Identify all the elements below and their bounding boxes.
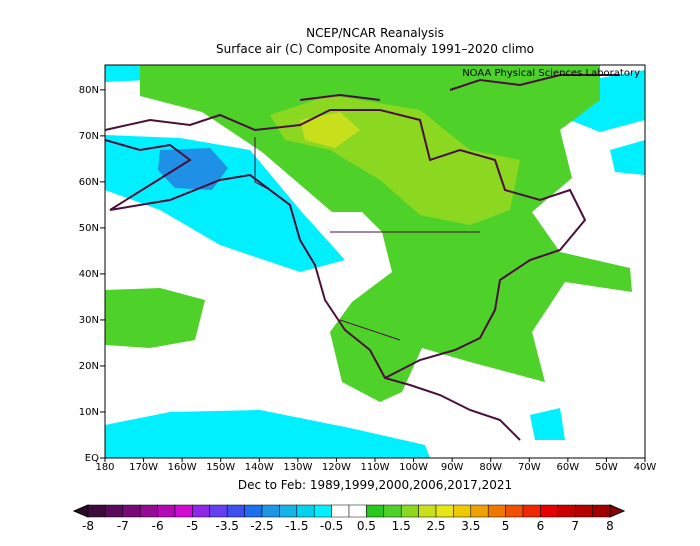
yellow-region — [300, 112, 360, 148]
colorbar-swatch — [470, 504, 489, 518]
colorbar-label: 8 — [606, 519, 614, 533]
lon-label: 90W — [441, 462, 464, 473]
colorbar-swatch — [87, 504, 106, 518]
lat-label: EQ — [85, 453, 99, 464]
lon-label: 160W — [168, 462, 197, 473]
colorbar-end — [72, 504, 89, 518]
lat-label: 30N — [79, 315, 99, 326]
lat-label: 20N — [79, 361, 99, 372]
colorbar-swatch — [366, 504, 385, 518]
colorbar-swatch — [400, 504, 419, 518]
colorbar-swatch — [192, 504, 211, 518]
colorbar-swatch — [122, 504, 141, 518]
colorbar-label: -0.5 — [320, 519, 343, 533]
colorbar: -8 -7 -6 -5 -3.5 -2.5 -1.5 -0.5 0.5 1.5 2.5 3.5 5 6 7 8 — [72, 504, 626, 533]
lon-label: 70W — [518, 462, 541, 473]
lat-label: 40N — [79, 269, 99, 280]
colorbar-swatch — [540, 504, 559, 518]
colorbar-swatch — [557, 504, 576, 518]
colorbar-label: 5 — [502, 519, 510, 533]
subtitle: Surface air (C) Composite Anomaly 1991–2… — [216, 42, 534, 56]
lon-label: 150W — [206, 462, 235, 473]
colorbar-label: -1.5 — [285, 519, 308, 533]
colorbar-swatch — [505, 504, 524, 518]
colorbar-label: -7 — [117, 519, 129, 533]
colorbar-label: -2.5 — [250, 519, 273, 533]
colorbar-label: -6 — [152, 519, 164, 533]
colorbar-swatch — [331, 504, 350, 518]
colorbar-swatch — [592, 504, 611, 518]
colorbar-end — [609, 504, 626, 518]
attribution: NOAA Physical Sciences Laboratory — [462, 68, 640, 79]
colorbar-label: 3.5 — [461, 519, 480, 533]
colorbar-swatch — [174, 504, 193, 518]
colorbar-swatch — [487, 504, 506, 518]
colorbar-swatch — [139, 504, 158, 518]
caption: Dec to Feb: 1989,1999,2000,2006,2017,202… — [238, 478, 512, 492]
colorbar-swatch — [348, 504, 367, 518]
lon-label: 140W — [245, 462, 274, 473]
lon-label: 40W — [634, 462, 657, 473]
lat-label: 50N — [79, 223, 99, 234]
green-region — [140, 65, 632, 402]
colorbar-label: -8 — [82, 519, 94, 533]
lon-label: 100W — [399, 462, 428, 473]
lon-label: 50W — [595, 462, 618, 473]
colorbar-swatch — [522, 504, 541, 518]
blue-region — [158, 148, 228, 190]
lon-label: 180 — [95, 462, 114, 473]
colorbar-label: -5 — [186, 519, 198, 533]
colorbar-swatch — [435, 504, 454, 518]
colorbar-label: 2.5 — [426, 519, 445, 533]
lon-label: 60W — [557, 462, 580, 473]
lat-label: 70N — [79, 131, 99, 142]
colorbar-label: 1.5 — [392, 519, 411, 533]
colorbar-swatch — [453, 504, 472, 518]
colorbar-label: -3.5 — [215, 519, 238, 533]
border — [254, 137, 480, 341]
coastline — [299, 74, 620, 101]
lat-label: 60N — [79, 177, 99, 188]
map: NOAA Physical Sciences Laboratory — [105, 65, 645, 458]
colorbar-swatch — [157, 504, 176, 518]
colorbar-swatch — [226, 504, 245, 518]
lon-label: 80W — [479, 462, 502, 473]
lat-label: 10N — [79, 407, 99, 418]
green-region — [105, 288, 205, 348]
lon-label: 120W — [322, 462, 351, 473]
colorbar-swatch — [574, 504, 593, 518]
colorbar-swatch — [383, 504, 402, 518]
colorbar-swatch — [105, 504, 124, 518]
coastline — [105, 109, 587, 441]
colorbar-label: 0.5 — [357, 519, 376, 533]
lon-label: 170W — [129, 462, 158, 473]
colorbar-label: 6 — [537, 519, 545, 533]
colorbar-swatch — [296, 504, 315, 518]
colorbar-swatch — [244, 504, 263, 518]
colorbar-swatch — [279, 504, 298, 518]
cyan-region — [105, 410, 430, 458]
lat-label: 80N — [79, 85, 99, 96]
lon-label: 110W — [361, 462, 390, 473]
colorbar-swatch — [418, 504, 437, 518]
lon-label: 130W — [283, 462, 312, 473]
colorbar-swatch — [209, 504, 228, 518]
colorbar-swatch — [261, 504, 280, 518]
axes: EQ 10N 20N 30N 40N 50N 60N 70N 80N 180 170W 160W 150… — [79, 85, 657, 473]
colorbar-label: 7 — [571, 519, 579, 533]
title: NCEP/NCAR Reanalysis — [306, 26, 444, 40]
cyan-region — [530, 408, 565, 440]
colorbar-swatch — [313, 504, 332, 518]
cyan-region — [610, 140, 645, 175]
